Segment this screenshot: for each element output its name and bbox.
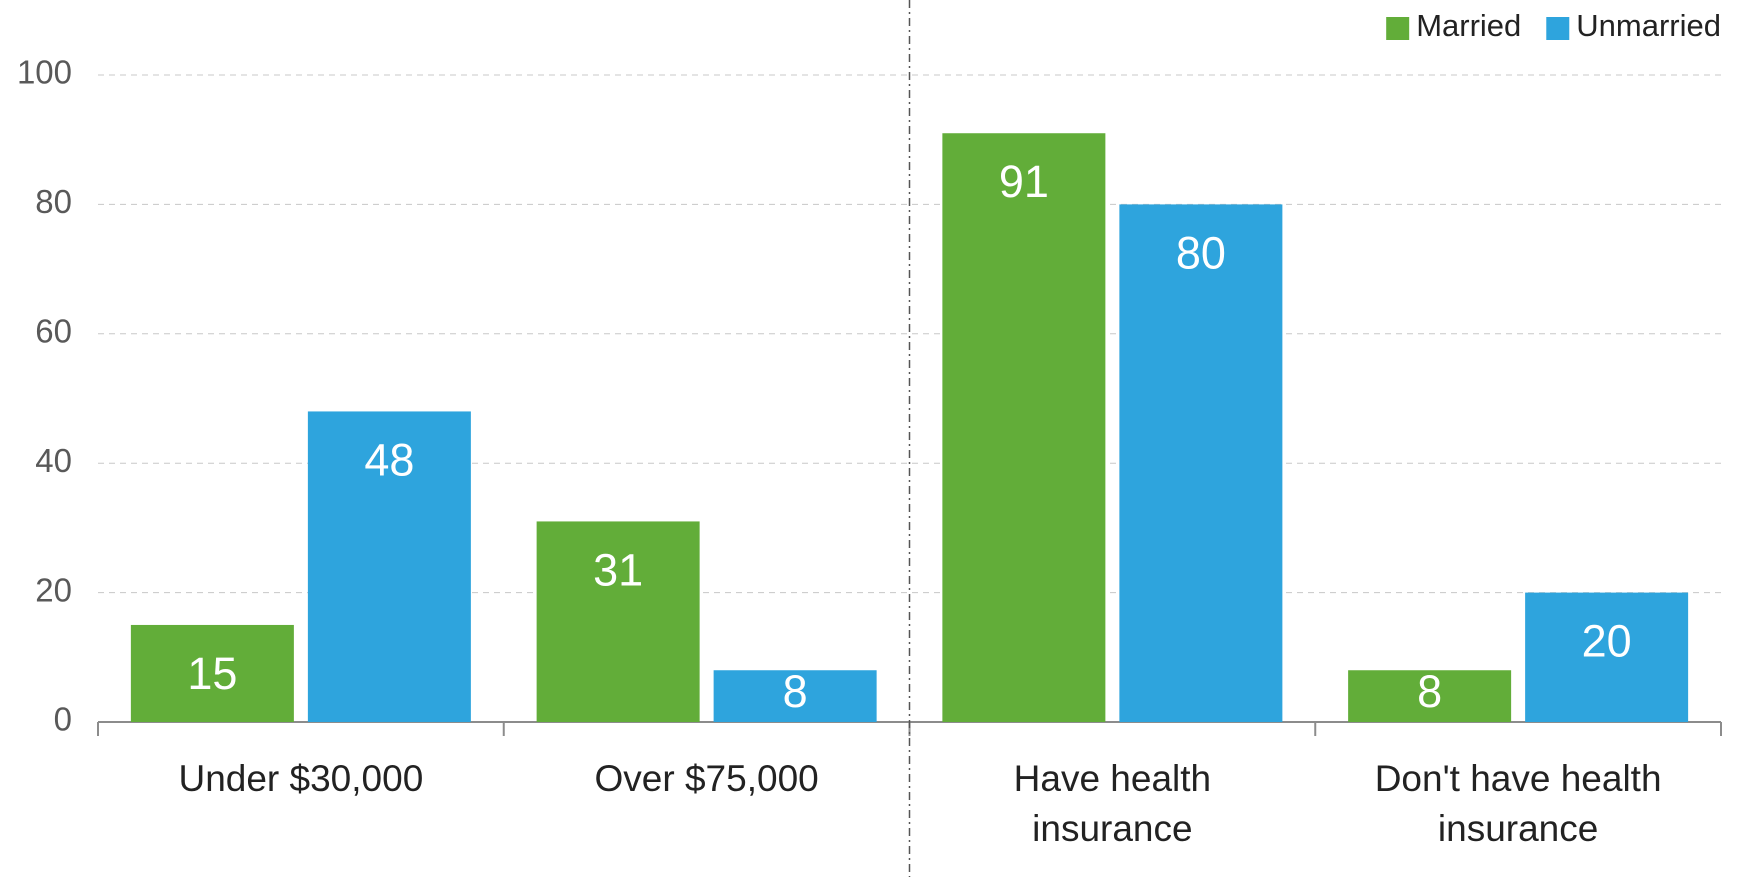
x-tick-label: Under $30,000 bbox=[178, 758, 424, 799]
data-label: 80 bbox=[1176, 227, 1226, 278]
legend-swatch bbox=[1546, 17, 1570, 40]
data-label: 31 bbox=[593, 544, 643, 595]
legend-label: Married bbox=[1416, 8, 1521, 43]
y-tick-label: 20 bbox=[35, 571, 72, 608]
data-label: 48 bbox=[364, 434, 414, 485]
bar bbox=[713, 670, 877, 722]
y-tick-label: 0 bbox=[54, 701, 72, 738]
x-tick-label: Over $75,000 bbox=[594, 758, 819, 799]
data-label: 15 bbox=[187, 648, 237, 699]
y-tick-label: 60 bbox=[35, 313, 72, 350]
x-tick-label: Don't have health insurance bbox=[1374, 758, 1662, 849]
bar bbox=[307, 411, 471, 722]
bar bbox=[1525, 592, 1689, 722]
legend-swatch bbox=[1386, 17, 1410, 40]
bar bbox=[536, 521, 700, 722]
data-label: 8 bbox=[783, 666, 808, 717]
x-tick-label: Have health insurance bbox=[1013, 758, 1212, 849]
bar bbox=[942, 133, 1106, 723]
y-tick-label: 100 bbox=[17, 54, 72, 91]
y-tick-label: 40 bbox=[35, 442, 72, 479]
bar bbox=[1119, 204, 1283, 722]
data-label: 8 bbox=[1417, 666, 1442, 717]
bar bbox=[1348, 670, 1512, 722]
data-label: 20 bbox=[1582, 615, 1632, 666]
data-label: 91 bbox=[999, 156, 1049, 207]
y-tick-label: 80 bbox=[35, 183, 72, 220]
legend-label: Unmarried bbox=[1576, 8, 1721, 43]
bar bbox=[130, 624, 294, 722]
